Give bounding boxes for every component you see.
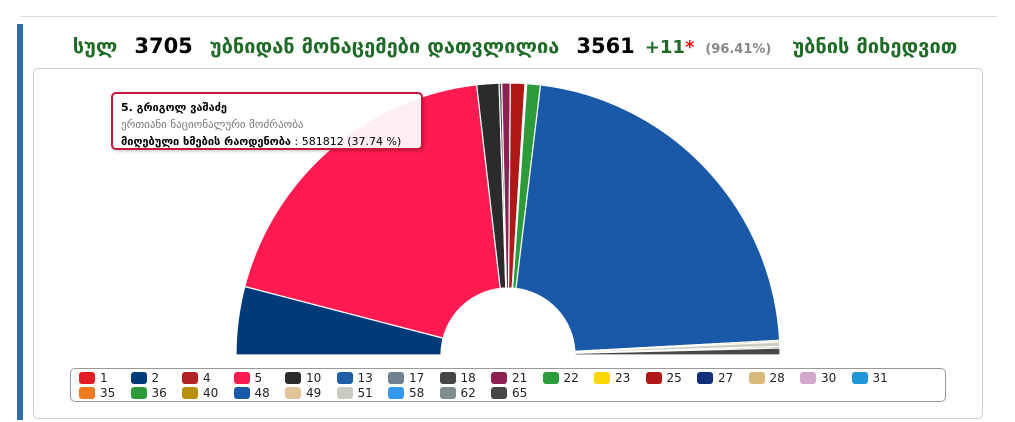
pie-slice-5[interactable] (244, 84, 501, 339)
legend-swatch (388, 387, 404, 399)
semicircle-pie-chart (235, 82, 781, 356)
legend-label: 36 (151, 386, 167, 400)
legend-swatch (491, 372, 507, 384)
legend-swatch (285, 387, 301, 399)
legend-swatch (851, 372, 868, 384)
total-stations-count: 3705 (134, 34, 193, 58)
legend-swatch (439, 387, 456, 399)
tooltip-candidate-name: 5. გრიგოლ ვაშაძე (121, 101, 228, 114)
chart-container (33, 68, 983, 419)
chart-legend: 1 2 4 5 10 13 17 18 21 22 23 25 27 28 30 31 35 36 40 48 49 51… (70, 368, 946, 402)
legend-label: 51 (357, 386, 373, 400)
legend-label: 21 (512, 371, 528, 385)
legend-swatch (182, 387, 198, 399)
legend-swatch (336, 372, 353, 384)
legend-label: 62 (460, 386, 476, 400)
legend-swatch (233, 387, 250, 399)
legend-label: 10 (306, 371, 322, 385)
legend-label: 27 (718, 371, 734, 385)
legend-label: 1 (100, 371, 108, 385)
legend-label: 13 (357, 371, 373, 385)
left-accent-bar (17, 24, 23, 420)
pie-slice-48[interactable] (515, 84, 781, 353)
legend-label: 31 (872, 371, 888, 385)
legend-label: 5 (254, 371, 263, 385)
legend-label: 65 (512, 386, 528, 400)
counted-description: უბნიდან მონაცემები დათვლილია (209, 34, 560, 58)
legend-label: 18 (460, 371, 476, 385)
legend-swatch (542, 372, 559, 384)
results-header: სულ 3705 უბნიდან მონაცემები დათვლილია 35… (30, 28, 1000, 64)
legend-label: 49 (306, 386, 322, 400)
legend-label: 58 (409, 386, 425, 400)
counted-stations-count: 3561 (576, 34, 635, 58)
legend-swatch (182, 372, 198, 384)
legend-swatch (748, 372, 765, 384)
tooltip-votes-value: : 581812 (37.74 %) (294, 135, 402, 148)
legend-label: 22 (563, 371, 579, 385)
legend-swatch (697, 372, 713, 384)
total-label: სულ (72, 34, 118, 58)
legend-label: 40 (203, 386, 219, 400)
legend-swatch (800, 372, 816, 384)
legend-label: 30 (821, 371, 837, 385)
legend-swatch (79, 387, 95, 399)
legend-label: 48 (254, 386, 270, 400)
header-suffix: უბნის მიხედვით (792, 34, 958, 58)
legend-swatch (130, 372, 147, 384)
legend-swatch (645, 372, 662, 384)
top-divider (20, 16, 997, 17)
legend-label: 35 (100, 386, 116, 400)
legend-label: 4 (203, 371, 211, 385)
candidate-tooltip: 5. გრიგოლ ვაშაძე ერთიანი ნაციონალური მოძ… (111, 92, 423, 150)
counted-percent: (96.41%) (705, 42, 772, 57)
legend-swatch (594, 372, 610, 384)
legend-swatch (285, 372, 301, 384)
legend-swatch (79, 372, 95, 384)
legend-swatch (491, 387, 507, 399)
legend-swatch (336, 387, 353, 399)
legend-label: 17 (409, 371, 425, 385)
legend-label: 23 (615, 371, 631, 385)
added-stations-count: +11 (644, 37, 685, 58)
asterisk-mark: * (684, 37, 695, 58)
legend-label: 2 (151, 371, 160, 385)
legend-swatch (388, 372, 404, 384)
pie-slice-65[interactable] (574, 347, 781, 356)
legend-swatch (130, 387, 147, 399)
legend-label: 28 (769, 371, 785, 385)
tooltip-votes-label: მიღებული ხმების რაოდენობა (121, 135, 292, 148)
legend-swatch (233, 372, 250, 384)
tooltip-party-name: ერთიანი ნაციონალური მოძრაობა (121, 118, 304, 131)
legend-swatch (439, 372, 456, 384)
legend-label: 25 (666, 371, 682, 385)
